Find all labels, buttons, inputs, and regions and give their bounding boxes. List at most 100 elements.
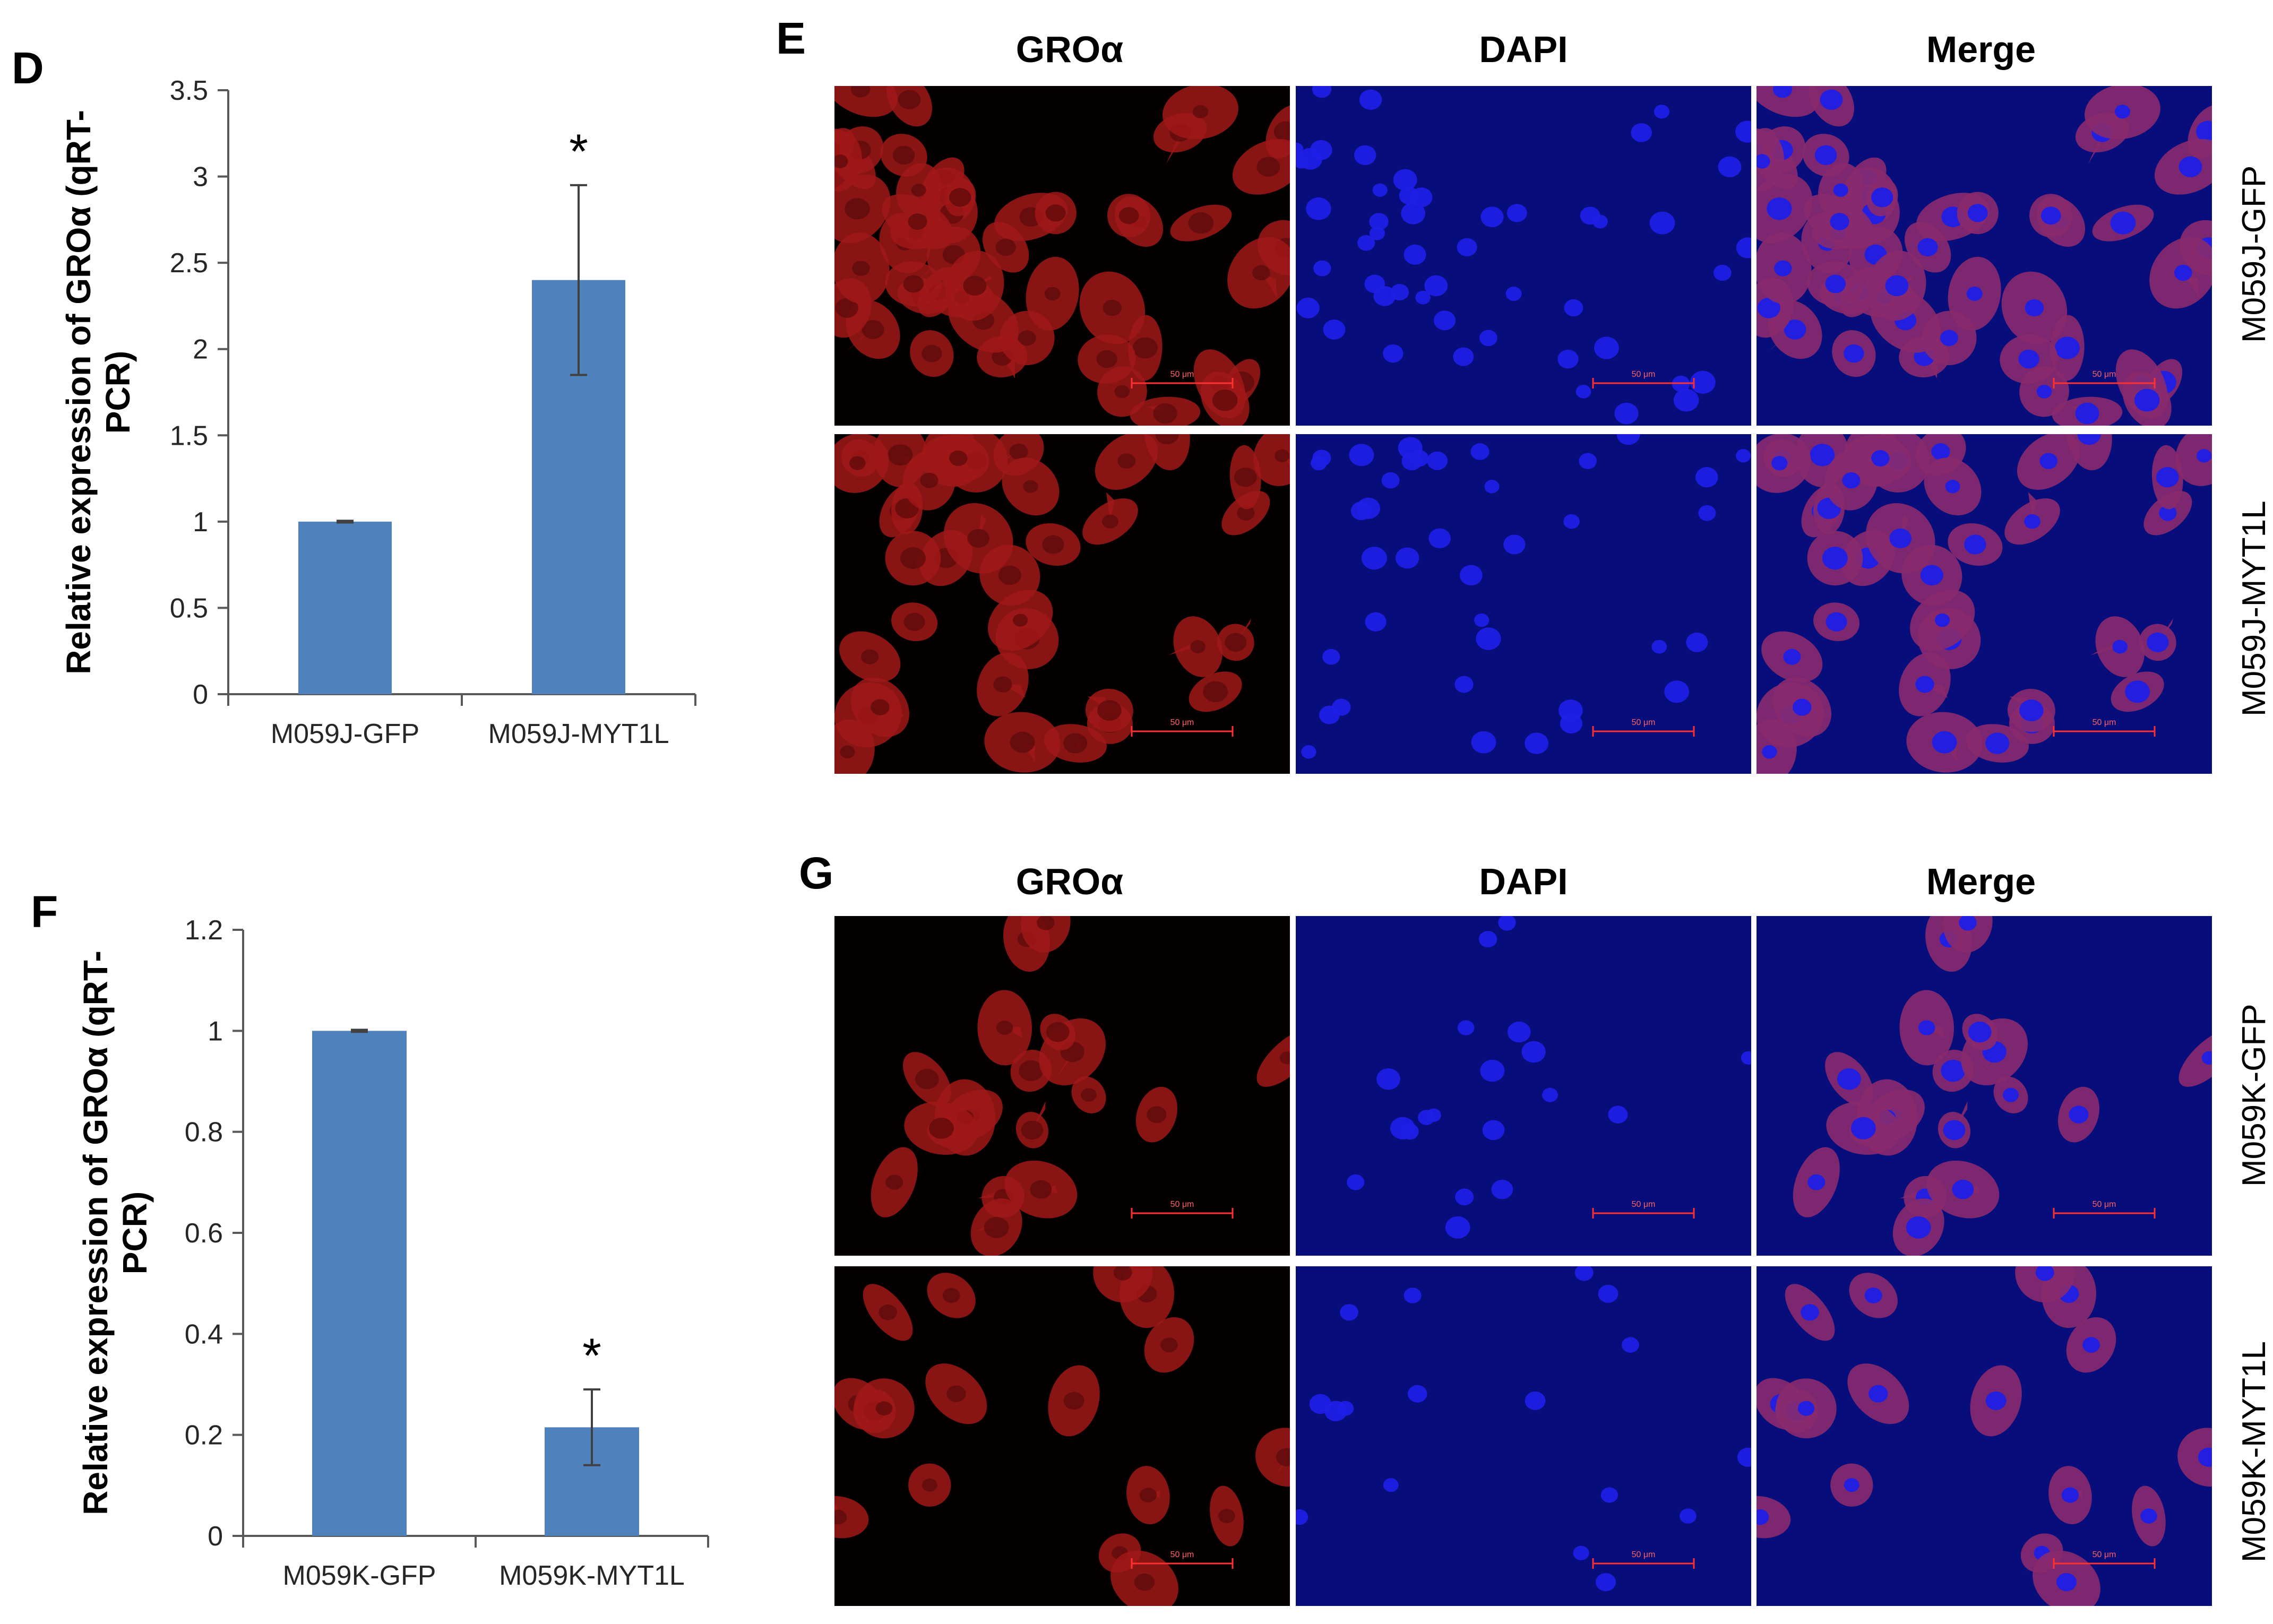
cell-nucleus	[1713, 264, 1732, 281]
cell-nucleus	[1337, 1401, 1354, 1416]
cell-nucleus	[2174, 264, 2192, 281]
cell-nucleus-shadow	[949, 188, 971, 207]
cell-nucleus-shadow	[928, 1117, 954, 1139]
cell-nucleus	[1735, 120, 1751, 143]
cell-nucleus-shadow	[1275, 449, 1290, 462]
cell-nucleus-shadow	[1132, 337, 1158, 359]
y-tick-label: 1	[208, 1016, 223, 1047]
cell-nucleus	[2018, 349, 2039, 369]
cell-nucleus	[1959, 916, 1977, 931]
cell-nucleus	[1850, 1117, 1876, 1139]
cell-nucleus	[1918, 1020, 1935, 1035]
cell-nucleus-shadow	[834, 1509, 847, 1525]
panel-e-row-label-gfp: M059J-GFP	[2236, 165, 2272, 343]
cell-nucleus	[1654, 105, 1670, 119]
y-axis-title-line: Relative expression of GROα (qRT-	[76, 951, 115, 1515]
cell-nucleus	[2040, 206, 2061, 225]
cell-nucleus	[1774, 260, 1792, 277]
cell-nucleus-shadow	[908, 213, 927, 230]
cell-nucleus-shadow	[998, 565, 1021, 585]
cell-nucleus	[1810, 444, 1835, 467]
panel-e-col-header-merge: Merge	[1926, 29, 2036, 70]
cell-nucleus-shadow	[1134, 1573, 1155, 1591]
cell-nucleus	[1718, 156, 1742, 178]
y-axis-title: Relative expression of GROα (qRT- PCR)	[76, 951, 154, 1515]
cell-nucleus	[1616, 434, 1640, 445]
cell-nucleus	[1322, 649, 1340, 665]
y-tick-label: 1.2	[185, 915, 223, 946]
cell-nucleus-shadow	[996, 1021, 1013, 1035]
cell-nucleus	[1434, 310, 1456, 331]
panel-e-col-header-groa: GROα	[1015, 29, 1124, 70]
cell-nucleus	[2019, 699, 2044, 722]
micrograph-background	[1296, 434, 1751, 774]
cell-nucleus	[1340, 1304, 1358, 1321]
cell-nucleus-shadow	[1113, 1266, 1132, 1281]
cell-nucleus	[2112, 640, 2128, 654]
cell-nucleus	[1457, 1020, 1475, 1035]
cell-nucleus-shadow	[1279, 1051, 1290, 1065]
cell-nucleus	[1313, 260, 1331, 277]
cell-nucleus	[1454, 676, 1474, 693]
cell-nucleus	[1772, 86, 1793, 98]
cell-nucleus-shadow	[1009, 444, 1028, 460]
significance-star: *	[569, 125, 588, 179]
cell-nucleus-shadow	[1097, 700, 1122, 721]
cell-nucleus-shadow	[835, 298, 858, 318]
cell-nucleus	[1941, 1059, 1966, 1082]
cell-nucleus-shadow	[1276, 1448, 1290, 1466]
cell-nucleus-shadow	[898, 90, 921, 109]
cell-nucleus	[1783, 649, 1801, 665]
cell-nucleus	[1762, 745, 1777, 759]
cell-nucleus-shadow	[1063, 733, 1088, 754]
image-g-merge-gfp: 50 μm	[1757, 916, 2212, 1256]
cell-nucleus	[1622, 1337, 1639, 1353]
cell-nucleus	[1931, 443, 1950, 460]
chart-f-svg: 0 0.2 0.4 0.6 0.8 1 1.2 M059K-GFP M059K-MYT1L * Re…	[76, 915, 709, 1591]
cell-nucleus	[1792, 698, 1812, 716]
cell-nucleus	[1574, 1266, 1594, 1281]
cell-nucleus	[1457, 238, 1477, 256]
cell-nucleus	[2036, 385, 2052, 399]
cell-nucleus	[1491, 1179, 1513, 1199]
cell-nucleus	[1390, 283, 1409, 301]
cell-nucleus	[1331, 698, 1351, 716]
cell-nucleus	[2039, 453, 2058, 469]
cell-nucleus	[2201, 1051, 2212, 1065]
cell-nucleus-shadow	[1030, 1180, 1052, 1199]
cell-nucleus-shadow	[1103, 299, 1122, 316]
cell-nucleus	[1807, 1174, 1826, 1190]
cell-nucleus	[1920, 565, 1943, 586]
cell-nucleus	[1474, 613, 1489, 627]
cell-nucleus	[1690, 370, 1716, 394]
cell-nucleus	[1757, 154, 1770, 169]
bar-m059k-gfp	[312, 1031, 407, 1536]
cell-nucleus-shadow	[1010, 731, 1035, 753]
cell-nucleus-shadow	[1117, 453, 1136, 469]
cell-nucleus-shadow	[1118, 207, 1139, 224]
cell-nucleus-shadow	[1063, 1392, 1084, 1410]
cell-nucleus-shadow	[995, 238, 1016, 256]
cell-nucleus	[1557, 349, 1579, 369]
cell-nucleus	[1580, 206, 1600, 225]
cell-nucleus	[1579, 453, 1597, 469]
cell-nucleus-shadow	[1160, 1337, 1178, 1353]
cell-process	[1106, 492, 1115, 522]
cell-nucleus-shadow	[1190, 640, 1206, 653]
cell-nucleus	[2156, 467, 2179, 488]
cell-nucleus	[1505, 287, 1522, 301]
cell-process	[2028, 492, 2037, 522]
cell-nucleus	[1396, 547, 1419, 569]
cell-nucleus	[1680, 1508, 1697, 1524]
cell-nucleus-shadow	[1081, 1088, 1097, 1102]
cell-nucleus	[1631, 123, 1652, 142]
cell-nucleus	[1312, 86, 1332, 98]
cell-nucleus-shadow	[949, 450, 968, 467]
cell-nucleus	[1404, 244, 1426, 265]
image-g-dapi-gfp: 50 μm	[1296, 916, 1751, 1256]
cell-nucleus	[1844, 344, 1864, 363]
cell-nucleus-shadow	[885, 1174, 903, 1190]
cell-nucleus	[2125, 680, 2150, 703]
cell-nucleus	[1383, 344, 1404, 363]
cell-nucleus	[1985, 1391, 2007, 1410]
